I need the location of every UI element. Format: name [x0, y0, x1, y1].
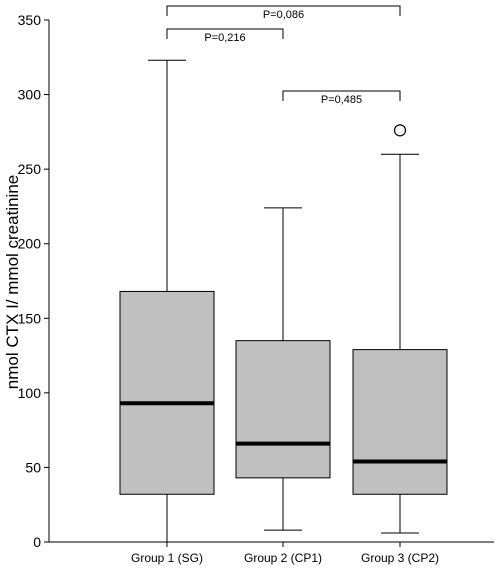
y-tick-label: 250 — [18, 161, 42, 177]
box-group — [119, 59, 215, 542]
x-tick-label: Group 3 (CP2) — [361, 551, 439, 565]
y-tick-label: 350 — [18, 12, 42, 28]
p-value-label: P=0,216 — [204, 32, 245, 44]
y-axis-label: nmol CTX I/ mmol creatinine — [3, 175, 22, 389]
iqr-box — [235, 340, 331, 479]
significance-bracket: P=0,485 — [282, 90, 401, 106]
p-value-label: P=0,485 — [321, 94, 362, 106]
x-tick-label: Group 2 (CP1) — [244, 551, 322, 565]
boxes — [119, 59, 448, 542]
box-group — [235, 207, 331, 531]
outlier-point — [393, 124, 407, 137]
significance-bracket: P=0,216 — [166, 28, 284, 44]
y-tick-label: 300 — [18, 87, 42, 103]
bracket-line — [166, 5, 401, 16]
box-group — [352, 124, 448, 534]
p-value-label: P=0,086 — [263, 9, 304, 21]
y-tick-label: 100 — [18, 385, 42, 401]
x-tick-label: Group 1 (SG) — [131, 551, 203, 565]
iqr-box — [352, 349, 448, 495]
y-tick-label: 200 — [18, 236, 42, 252]
iqr-box — [119, 290, 215, 495]
y-tick-label: 50 — [25, 459, 41, 475]
significance-brackets: P=0,086 P=0,216 P=0,485 — [166, 5, 401, 106]
bracket-line — [282, 90, 401, 101]
x-axis: Group 1 (SG) Group 2 (CP1) Group 3 (CP2) — [49, 541, 494, 565]
bracket-line — [166, 28, 284, 39]
y-tick-label: 150 — [18, 310, 42, 326]
y-axis: 0 50 100 150 200 250 300 350 — [18, 12, 50, 550]
significance-bracket: P=0,086 — [166, 5, 401, 21]
y-tick-label: 0 — [33, 534, 41, 550]
